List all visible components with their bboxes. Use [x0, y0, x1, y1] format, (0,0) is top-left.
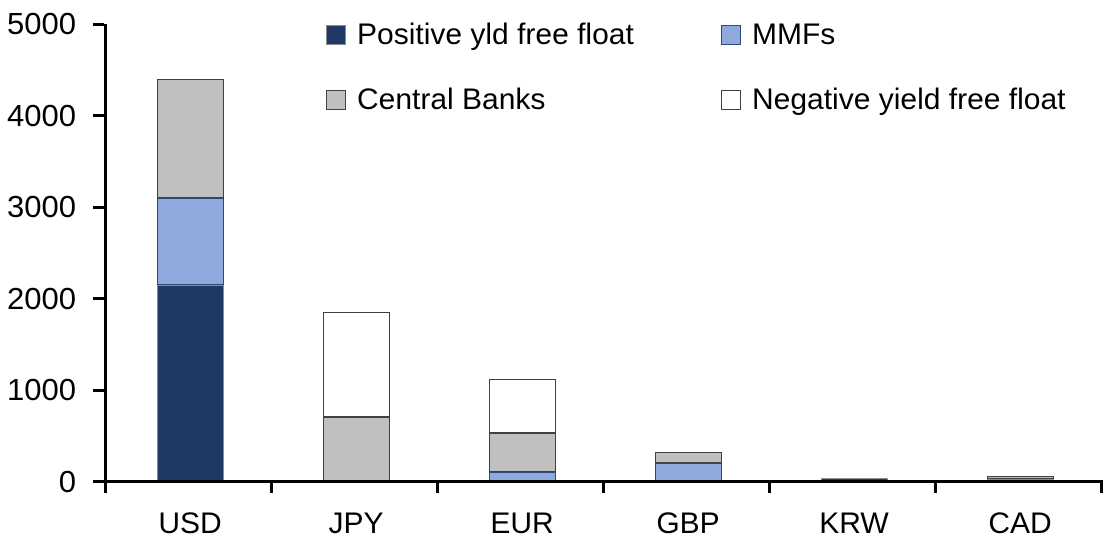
x-axis-label-cad: CAD	[988, 507, 1052, 540]
x-axis-tick	[436, 483, 439, 493]
x-axis-label-jpy: JPY	[328, 507, 384, 540]
x-axis-label-krw: KRW	[819, 507, 889, 540]
x-axis-tick	[270, 483, 273, 493]
y-tick-label: 1000	[7, 372, 76, 407]
y-axis-tick	[93, 297, 104, 300]
bar-segment-gbp-mmfs	[654, 463, 722, 482]
y-tick-label: 3000	[7, 189, 76, 224]
legend-label: MMFs	[752, 18, 836, 51]
y-tick-label: 5000	[7, 6, 76, 41]
legend-swatch-negative-yield-free-float	[721, 90, 741, 110]
x-axis-label-usd: USD	[158, 507, 222, 540]
y-axis-tick	[93, 114, 104, 117]
legend-label: Positive yld free float	[357, 18, 634, 51]
bar-segment-usd-positive-yld-free-float	[156, 284, 224, 482]
x-axis-tick	[768, 483, 771, 493]
bar-segment-eur-central-banks	[488, 433, 556, 473]
legend-swatch-mmfs	[721, 25, 741, 45]
y-axis-tick	[93, 388, 104, 392]
legend-item-central-banks: Central Banks	[326, 85, 545, 115]
legend-swatch-positive-yld-free-float	[326, 25, 346, 45]
x-axis-tick	[1100, 483, 1103, 493]
y-axis-tick	[93, 22, 104, 26]
x-axis-label-gbp: GBP	[656, 507, 720, 540]
bar-segment-cad-central-banks	[986, 476, 1054, 480]
legend-swatch-central-banks	[326, 90, 346, 110]
x-axis-line	[104, 480, 1103, 483]
legend-label: Central Banks	[357, 83, 546, 116]
bar-segment-jpy-negative-yield-free-float	[322, 312, 390, 418]
bar-segment-eur-negative-yield-free-float	[488, 379, 556, 433]
x-axis-tick	[602, 483, 605, 493]
legend-item-mmfs: MMFs	[721, 20, 835, 50]
bar-segment-gbp-central-banks	[654, 452, 722, 464]
bar-segment-usd-mmfs	[156, 197, 224, 285]
x-axis-tick	[934, 483, 937, 493]
legend-item-positive-yld-free-float: Positive yld free float	[326, 20, 634, 50]
x-axis-tick	[104, 483, 107, 493]
legend-label: Negative yield free float	[752, 83, 1066, 116]
y-axis-tick	[93, 205, 104, 209]
y-axis-line	[104, 24, 107, 483]
y-tick-label: 2000	[7, 280, 76, 316]
bar-segment-jpy-central-banks	[322, 417, 390, 482]
y-tick-label: 0	[58, 463, 76, 499]
bar-segment-usd-central-banks	[156, 78, 224, 198]
legend-item-negative-yield-free-float: Negative yield free float	[721, 85, 1066, 115]
y-axis-tick	[93, 480, 104, 483]
y-tick-label: 4000	[7, 97, 76, 133]
x-axis-label-eur: EUR	[490, 507, 554, 540]
